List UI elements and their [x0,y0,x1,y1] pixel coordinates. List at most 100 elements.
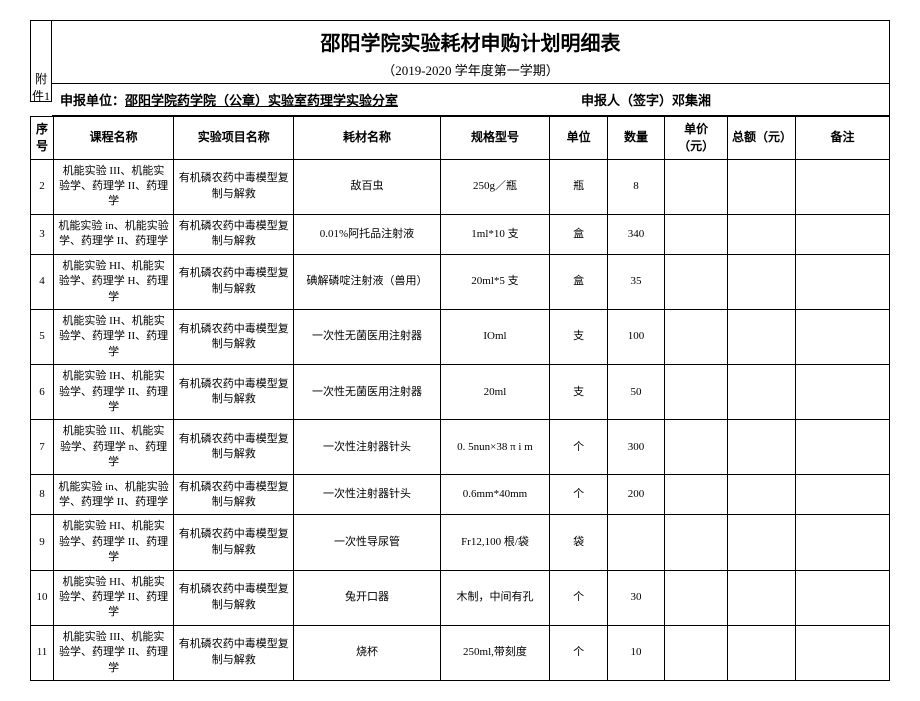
cell-material: 兔开口器 [294,570,440,625]
cell-note [795,570,889,625]
cell-course: 机能实验 HI、机能实验学、药理学 H、药理学 [53,254,173,309]
applicant-person-label: 申报人（签字） [581,93,672,108]
cell-qty: 50 [607,365,664,420]
cell-price [665,570,728,625]
cell-note [795,254,889,309]
cell-qty: 200 [607,475,664,515]
cell-total [727,254,795,309]
cell-project: 有机磷农药中毒模型复制与解救 [174,365,294,420]
cell-qty: 300 [607,420,664,475]
cell-spec: IOml [440,309,550,364]
cell-seq: 8 [31,475,54,515]
table-row: 2机能实验 III、机能实验学、药理学 II、药理学有机磷农药中毒模型复制与解救… [31,159,890,214]
cell-total [727,475,795,515]
meta-row: 申报单位：邵阳学院药学院（公章）实验室药理学实验分室 申报人（签字）邓集湘 [52,83,890,116]
cell-material: 碘解磷啶注射液（兽用） [294,254,440,309]
materials-table: 序号 课程名称 实验项目名称 耗材名称 规格型号 单位 数量 单价（元） 总额（… [30,116,890,681]
cell-material: 一次性导尿管 [294,515,440,570]
cell-project: 有机磷农药中毒模型复制与解救 [174,570,294,625]
cell-project: 有机磷农药中毒模型复制与解救 [174,420,294,475]
cell-unit: 盒 [550,254,607,309]
cell-unit: 袋 [550,515,607,570]
page-subtitle: （2019-2020 学年度第一学期） [52,60,889,79]
cell-material: 一次性无菌医用注射器 [294,309,440,364]
cell-spec: 木制，中间有孔 [440,570,550,625]
cell-course: 机能实验 in、机能实验学、药理学 II、药理学 [53,214,173,254]
cell-material: 0.01%阿托品注射液 [294,214,440,254]
cell-unit: 个 [550,475,607,515]
cell-qty: 100 [607,309,664,364]
cell-material: 一次性无菌医用注射器 [294,365,440,420]
table-row: 9机能实验 HI、机能实验学、药理学 II、药理学有机磷农药中毒模型复制与解救一… [31,515,890,570]
cell-project: 有机磷农药中毒模型复制与解救 [174,625,294,680]
cell-price [665,214,728,254]
cell-qty [607,515,664,570]
table-row: 3机能实验 in、机能实验学、药理学 II、药理学有机磷农药中毒模型复制与解救0… [31,214,890,254]
col-price: 单价（元） [665,117,728,160]
cell-seq: 11 [31,625,54,680]
cell-note [795,159,889,214]
cell-price [665,309,728,364]
cell-material: 一次性注射器针头 [294,475,440,515]
cell-seq: 4 [31,254,54,309]
col-note: 备注 [795,117,889,160]
cell-seq: 9 [31,515,54,570]
cell-course: 机能实验 HI、机能实验学、药理学 II、药理学 [53,515,173,570]
cell-total [727,420,795,475]
cell-price [665,159,728,214]
cell-course: 机能实验 HI、机能实验学、药理学 II、药理学 [53,570,173,625]
cell-total [727,625,795,680]
cell-course: 机能实验 in、机能实验学、药理学 II、药理学 [53,475,173,515]
cell-unit: 个 [550,420,607,475]
cell-qty: 8 [607,159,664,214]
cell-price [665,475,728,515]
applicant-person-value: 邓集湘 [672,93,711,108]
cell-note [795,625,889,680]
table-row: 7机能实验 III、机能实验学、药理学 n、药理学有机磷农药中毒模型复制与解救一… [31,420,890,475]
cell-seq: 10 [31,570,54,625]
cell-total [727,365,795,420]
cell-spec: 250g／瓶 [440,159,550,214]
cell-spec: 20ml*5 支 [440,254,550,309]
col-total: 总额（元） [727,117,795,160]
cell-course: 机能实验 IH、机能实验学、药理学 II、药理学 [53,365,173,420]
cell-note [795,365,889,420]
cell-price [665,420,728,475]
cell-price [665,254,728,309]
cell-qty: 30 [607,570,664,625]
table-row: 10机能实验 HI、机能实验学、药理学 II、药理学有机磷农药中毒模型复制与解救… [31,570,890,625]
cell-price [665,365,728,420]
col-project: 实验项目名称 [174,117,294,160]
applicant-person: 申报人（签字）邓集湘 [581,90,881,109]
cell-seq: 7 [31,420,54,475]
page-title: 邵阳学院实验耗材申购计划明细表 [52,27,889,56]
table-row: 11机能实验 III、机能实验学、药理学 II、药理学有机磷农药中毒模型复制与解… [31,625,890,680]
cell-total [727,515,795,570]
cell-material: 敌百虫 [294,159,440,214]
cell-seq: 6 [31,365,54,420]
col-course: 课程名称 [53,117,173,160]
cell-course: 机能实验 III、机能实验学、药理学 n、药理学 [53,420,173,475]
cell-spec: 20ml [440,365,550,420]
cell-material: 一次性注射器针头 [294,420,440,475]
applicant-unit-value: 邵阳学院药学院（公章）实验室药理学实验分室 [125,93,398,108]
cell-project: 有机磷农药中毒模型复制与解救 [174,475,294,515]
cell-project: 有机磷农药中毒模型复制与解救 [174,159,294,214]
cell-note [795,214,889,254]
table-row: 8机能实验 in、机能实验学、药理学 II、药理学有机磷农药中毒模型复制与解救一… [31,475,890,515]
cell-total [727,570,795,625]
cell-unit: 个 [550,570,607,625]
cell-project: 有机磷农药中毒模型复制与解救 [174,515,294,570]
table-row: 6机能实验 IH、机能实验学、药理学 II、药理学有机磷农药中毒模型复制与解救一… [31,365,890,420]
cell-spec: 0. 5nun×38 π i m [440,420,550,475]
col-seq: 序号 [31,117,54,160]
cell-unit: 个 [550,625,607,680]
table-row: 5机能实验 IH、机能实验学、药理学 II、药理学有机磷农药中毒模型复制与解救一… [31,309,890,364]
cell-note [795,515,889,570]
title-block: 邵阳学院实验耗材申购计划明细表 （2019-2020 学年度第一学期） [52,20,890,83]
cell-course: 机能实验 III、机能实验学、药理学 II、药理学 [53,159,173,214]
cell-seq: 3 [31,214,54,254]
cell-unit: 盒 [550,214,607,254]
col-qty: 数量 [607,117,664,160]
cell-unit: 瓶 [550,159,607,214]
